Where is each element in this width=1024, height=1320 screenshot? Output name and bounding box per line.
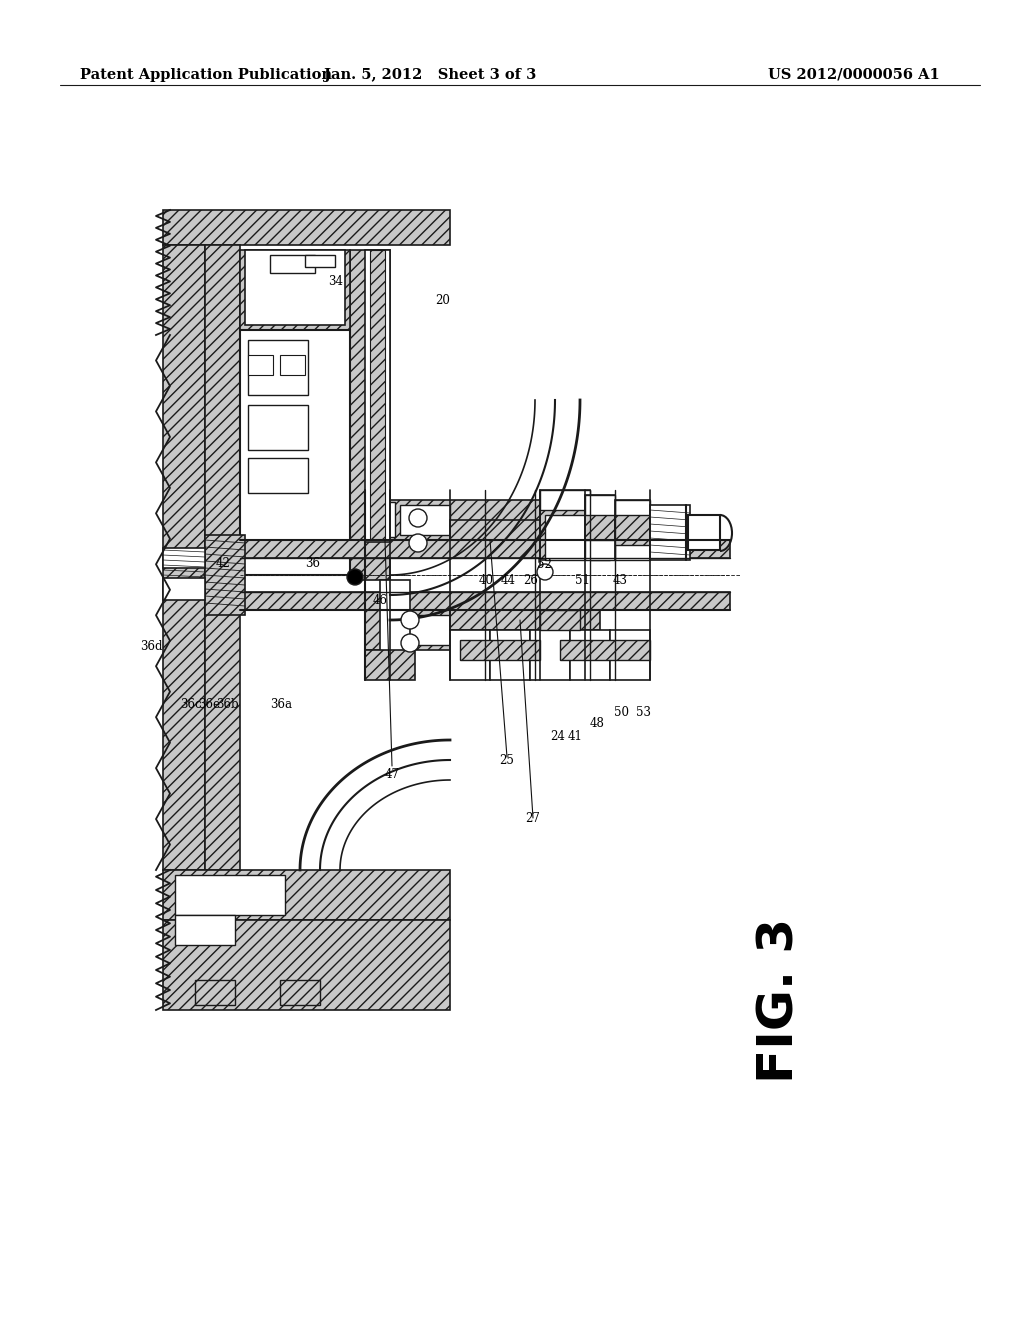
Text: Jan. 5, 2012   Sheet 3 of 3: Jan. 5, 2012 Sheet 3 of 3 [324,69,537,82]
Text: 51: 51 [575,574,590,587]
Text: 25: 25 [500,754,514,767]
Polygon shape [350,249,390,579]
Polygon shape [585,495,615,560]
Polygon shape [240,249,350,330]
Polygon shape [450,630,490,680]
Bar [248,458,308,492]
Text: 26: 26 [523,574,538,587]
Polygon shape [460,640,540,660]
Polygon shape [240,540,730,558]
Polygon shape [560,640,650,660]
Bar [365,500,380,540]
Polygon shape [240,591,730,610]
Bar [370,502,395,537]
Bar [615,500,650,515]
Circle shape [537,564,553,579]
Text: 42: 42 [216,557,230,570]
Text: 36a: 36a [270,698,293,711]
Bar [248,405,308,450]
Circle shape [401,611,419,630]
Polygon shape [163,548,205,568]
Polygon shape [370,249,385,540]
Polygon shape [163,246,205,870]
Polygon shape [365,610,580,649]
Circle shape [401,634,419,652]
Polygon shape [688,515,720,550]
Polygon shape [615,500,650,560]
Text: 34: 34 [329,275,343,288]
Polygon shape [540,610,580,630]
Circle shape [409,510,427,527]
Text: 36c: 36c [179,698,202,711]
Bar [585,495,615,515]
Bar [240,330,350,576]
Text: 20: 20 [435,294,450,308]
Polygon shape [163,920,450,1010]
Polygon shape [650,506,690,560]
Text: FIG. 3: FIG. 3 [756,917,804,1082]
Bar [400,615,450,645]
Text: 36d: 36d [140,640,163,653]
Bar [245,249,345,325]
Bar [270,255,315,273]
Bar [540,490,590,510]
Polygon shape [610,630,650,680]
Text: 52: 52 [538,558,552,572]
Text: 48: 48 [590,717,604,730]
Text: 44: 44 [501,574,515,587]
Bar [545,515,585,560]
Polygon shape [490,630,530,680]
Text: 27: 27 [525,812,540,825]
Text: 36e: 36e [198,698,220,711]
Bar [280,355,305,375]
Polygon shape [450,520,600,540]
Polygon shape [570,630,610,680]
Polygon shape [205,579,240,870]
Bar [615,545,650,560]
Text: 24: 24 [551,730,565,743]
Text: 36b: 36b [216,698,239,711]
Polygon shape [163,210,450,246]
Bar [400,506,450,535]
Polygon shape [205,246,240,579]
Polygon shape [540,490,590,560]
Text: Patent Application Publication: Patent Application Publication [80,69,332,82]
Text: US 2012/0000056 A1: US 2012/0000056 A1 [768,69,940,82]
Bar [380,579,410,660]
Bar [195,979,234,1005]
Bar [305,255,335,267]
Bar [248,355,273,375]
Polygon shape [530,630,570,680]
Bar [365,649,415,680]
Circle shape [409,535,427,552]
Polygon shape [365,249,390,543]
Circle shape [347,569,362,585]
Text: 43: 43 [613,574,628,587]
Bar [280,979,319,1005]
Bar [175,915,234,945]
Text: 50: 50 [614,706,629,719]
Text: 53: 53 [636,706,650,719]
Text: 46: 46 [373,594,387,607]
Polygon shape [163,578,205,601]
Bar [590,495,610,560]
Polygon shape [163,870,450,920]
Polygon shape [205,535,245,615]
Polygon shape [450,610,600,630]
Text: 36: 36 [305,557,319,570]
Bar [175,875,285,915]
Text: 40: 40 [479,574,494,587]
Bar [585,540,615,560]
Text: 47: 47 [385,768,399,781]
Text: 41: 41 [568,730,583,743]
Bar [248,341,308,395]
Polygon shape [365,500,580,540]
